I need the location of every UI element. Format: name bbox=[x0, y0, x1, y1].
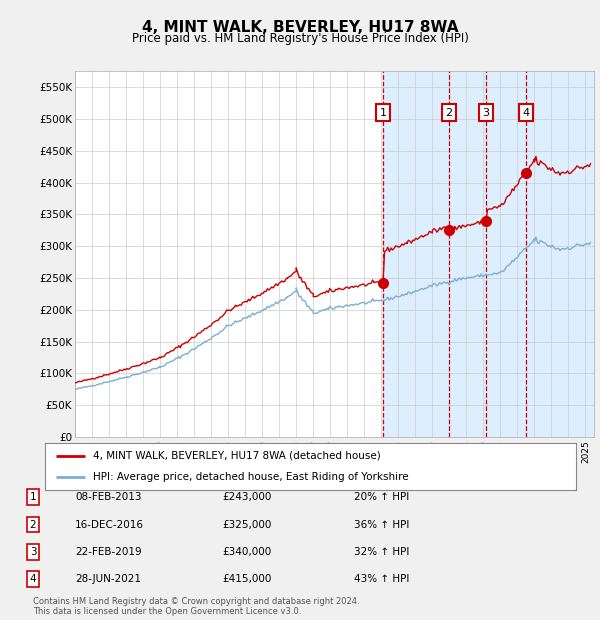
Text: Contains HM Land Registry data © Crown copyright and database right 2024.: Contains HM Land Registry data © Crown c… bbox=[33, 597, 359, 606]
Text: This data is licensed under the Open Government Licence v3.0.: This data is licensed under the Open Gov… bbox=[33, 607, 301, 616]
Text: 28-JUN-2021: 28-JUN-2021 bbox=[75, 574, 141, 584]
Text: HPI: Average price, detached house, East Riding of Yorkshire: HPI: Average price, detached house, East… bbox=[93, 472, 409, 482]
Text: 20% ↑ HPI: 20% ↑ HPI bbox=[354, 492, 409, 502]
Text: £325,000: £325,000 bbox=[222, 520, 271, 529]
Text: 1: 1 bbox=[29, 492, 37, 502]
Text: 4: 4 bbox=[29, 574, 37, 584]
Text: 36% ↑ HPI: 36% ↑ HPI bbox=[354, 520, 409, 529]
Text: £340,000: £340,000 bbox=[222, 547, 271, 557]
Text: 3: 3 bbox=[29, 547, 37, 557]
Text: 4, MINT WALK, BEVERLEY, HU17 8WA (detached house): 4, MINT WALK, BEVERLEY, HU17 8WA (detach… bbox=[93, 451, 380, 461]
Bar bbox=[383, 71, 449, 437]
Text: Price paid vs. HM Land Registry's House Price Index (HPI): Price paid vs. HM Land Registry's House … bbox=[131, 32, 469, 45]
Text: 32% ↑ HPI: 32% ↑ HPI bbox=[354, 547, 409, 557]
Text: 3: 3 bbox=[482, 108, 490, 118]
Text: £243,000: £243,000 bbox=[222, 492, 271, 502]
Text: 43% ↑ HPI: 43% ↑ HPI bbox=[354, 574, 409, 584]
Text: 16-DEC-2016: 16-DEC-2016 bbox=[75, 520, 144, 529]
Text: £415,000: £415,000 bbox=[222, 574, 271, 584]
Text: 2: 2 bbox=[445, 108, 452, 118]
Text: 2: 2 bbox=[29, 520, 37, 529]
Text: 1: 1 bbox=[379, 108, 386, 118]
Text: 4: 4 bbox=[522, 108, 529, 118]
Bar bbox=[449, 71, 486, 437]
Text: 08-FEB-2013: 08-FEB-2013 bbox=[75, 492, 142, 502]
Bar bbox=[486, 71, 526, 437]
Text: 22-FEB-2019: 22-FEB-2019 bbox=[75, 547, 142, 557]
Bar bbox=[526, 71, 594, 437]
Text: 4, MINT WALK, BEVERLEY, HU17 8WA: 4, MINT WALK, BEVERLEY, HU17 8WA bbox=[142, 20, 458, 35]
